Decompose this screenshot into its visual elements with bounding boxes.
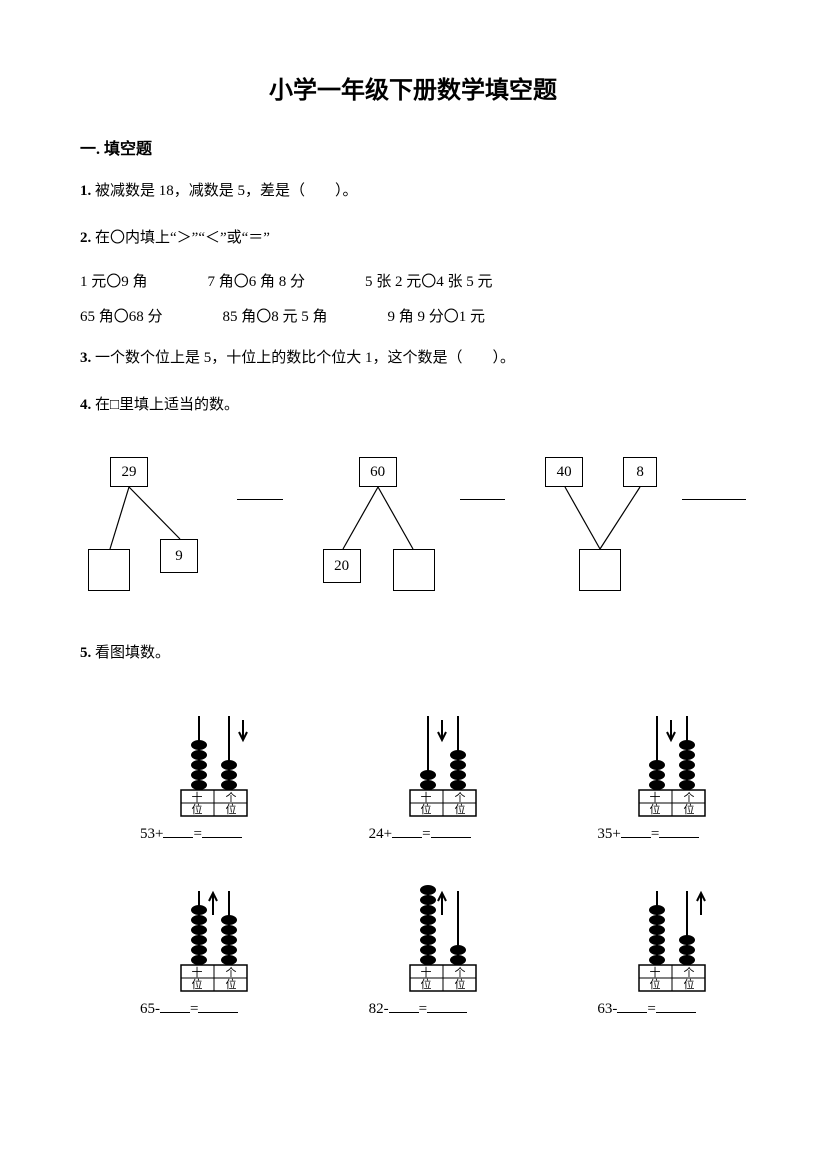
bond-left-box: 20: [323, 549, 361, 583]
svg-text:十: 十: [421, 965, 432, 979]
svg-text:十: 十: [192, 965, 203, 979]
separator-line: [460, 499, 506, 500]
abacus-cell: 十个位位24+=: [369, 708, 518, 843]
abacus-icon: 十个位位: [398, 708, 488, 818]
q2-row2: 65 角〇68 分 85 角〇8 元 5 角 9 角 9 分〇1 元: [80, 305, 746, 326]
question-5: 5. 看图填数。: [80, 639, 746, 668]
bond-top-box: 60: [359, 457, 397, 487]
bond-left-box: [88, 549, 130, 591]
q3-text: 一个数个位上是 5，十位上的数比个位大 1，这个数是（ ）。: [95, 350, 515, 366]
svg-text:位: 位: [683, 977, 694, 991]
q2-row1: 1 元〇9 角 7 角〇6 角 8 分 5 张 2 元〇4 张 5 元: [80, 270, 746, 291]
svg-text:位: 位: [683, 802, 694, 816]
abacus-expression: 53+=: [140, 826, 289, 843]
abacus-cell: 十个位位65-=: [140, 883, 289, 1018]
bond-right-box: [393, 549, 435, 591]
question-1: 1. 被减数是 18，减数是 5，差是（ ）。: [80, 177, 746, 206]
svg-text:个: 个: [455, 966, 466, 979]
q2-r1-c: 5 张 2 元〇4 张 5 元: [365, 270, 493, 291]
svg-text:位: 位: [455, 977, 466, 991]
svg-text:位: 位: [192, 977, 203, 991]
svg-text:个: 个: [683, 791, 694, 804]
number-bond: 60 20: [303, 449, 440, 599]
question-4: 4. 在□里填上适当的数。: [80, 391, 746, 420]
bond-top-box: 29: [110, 457, 148, 487]
abacus-icon: 十个位位: [627, 708, 717, 818]
svg-text:十: 十: [649, 965, 660, 979]
svg-text:十: 十: [649, 790, 660, 804]
svg-text:位: 位: [226, 802, 237, 816]
svg-text:位: 位: [649, 802, 660, 816]
bond-bottom-box: [579, 549, 621, 591]
abacus-icon: 十个位位: [398, 883, 488, 993]
q2-r2-b: 85 角〇8 元 5 角: [223, 305, 328, 326]
q2-label: 2.: [80, 230, 91, 246]
svg-text:十: 十: [421, 790, 432, 804]
abacus-row: 十个位位53+=十个位位24+=十个位位35+=: [140, 708, 746, 843]
abacus-icon: 十个位位: [169, 708, 259, 818]
abacus-cell: 十个位位53+=: [140, 708, 289, 843]
abacus-area: 十个位位53+=十个位位24+=十个位位35+=十个位位65-=十个位位82-=…: [80, 708, 746, 1018]
q5-text: 看图填数。: [95, 645, 170, 661]
svg-text:个: 个: [683, 966, 694, 979]
abacus-cell: 十个位位82-=: [369, 883, 518, 1018]
question-3: 3. 一个数个位上是 5，十位上的数比个位大 1，这个数是（ ）。: [80, 344, 746, 373]
abacus-expression: 82-=: [369, 1001, 518, 1018]
svg-text:位: 位: [226, 977, 237, 991]
number-bond: 40 8: [525, 449, 662, 599]
number-bond: 29 9: [80, 449, 217, 599]
svg-text:位: 位: [192, 802, 203, 816]
q1-text: 被减数是 18，减数是 5，差是（ ）。: [95, 183, 358, 199]
q3-label: 3.: [80, 350, 91, 366]
abacus-cell: 十个位位63-=: [597, 883, 746, 1018]
abacus-cell: 十个位位35+=: [597, 708, 746, 843]
separator-line: [682, 499, 746, 500]
bond-topleft-box: 40: [545, 457, 583, 487]
q5-label: 5.: [80, 645, 91, 661]
q2-r2-a: 65 角〇68 分: [80, 305, 163, 326]
bond-right-box: 9: [160, 539, 198, 573]
abacus-icon: 十个位位: [627, 883, 717, 993]
q4-label: 4.: [80, 397, 91, 413]
svg-text:位: 位: [649, 977, 660, 991]
q2-r1-b: 7 角〇6 角 8 分: [208, 270, 306, 291]
q2-r2-c: 9 角 9 分〇1 元: [388, 305, 486, 326]
page-title: 小学一年级下册数学填空题: [80, 70, 746, 105]
abacus-row: 十个位位65-=十个位位82-=十个位位63-=: [140, 883, 746, 1018]
abacus-expression: 24+=: [369, 826, 518, 843]
abacus-expression: 35+=: [597, 826, 746, 843]
abacus-expression: 65-=: [140, 1001, 289, 1018]
svg-text:个: 个: [226, 966, 237, 979]
svg-text:个: 个: [226, 791, 237, 804]
abacus-icon: 十个位位: [169, 883, 259, 993]
svg-text:位: 位: [421, 802, 432, 816]
number-bonds-row: 29 9 60 20 40 8: [80, 449, 746, 599]
svg-text:个: 个: [455, 791, 466, 804]
q1-label: 1.: [80, 183, 91, 199]
section-heading: 一. 填空题: [80, 135, 746, 159]
separator-line: [237, 499, 283, 500]
q2-r1-a: 1 元〇9 角: [80, 270, 148, 291]
question-2: 2. 在〇内填上“＞”“＜”或“＝”: [80, 224, 746, 253]
abacus-expression: 63-=: [597, 1001, 746, 1018]
svg-text:十: 十: [192, 790, 203, 804]
bond-topright-box: 8: [623, 457, 657, 487]
svg-text:位: 位: [421, 977, 432, 991]
q4-text: 在□里填上适当的数。: [95, 397, 239, 413]
q2-text: 在〇内填上“＞”“＜”或“＝”: [95, 230, 270, 246]
svg-text:位: 位: [455, 802, 466, 816]
